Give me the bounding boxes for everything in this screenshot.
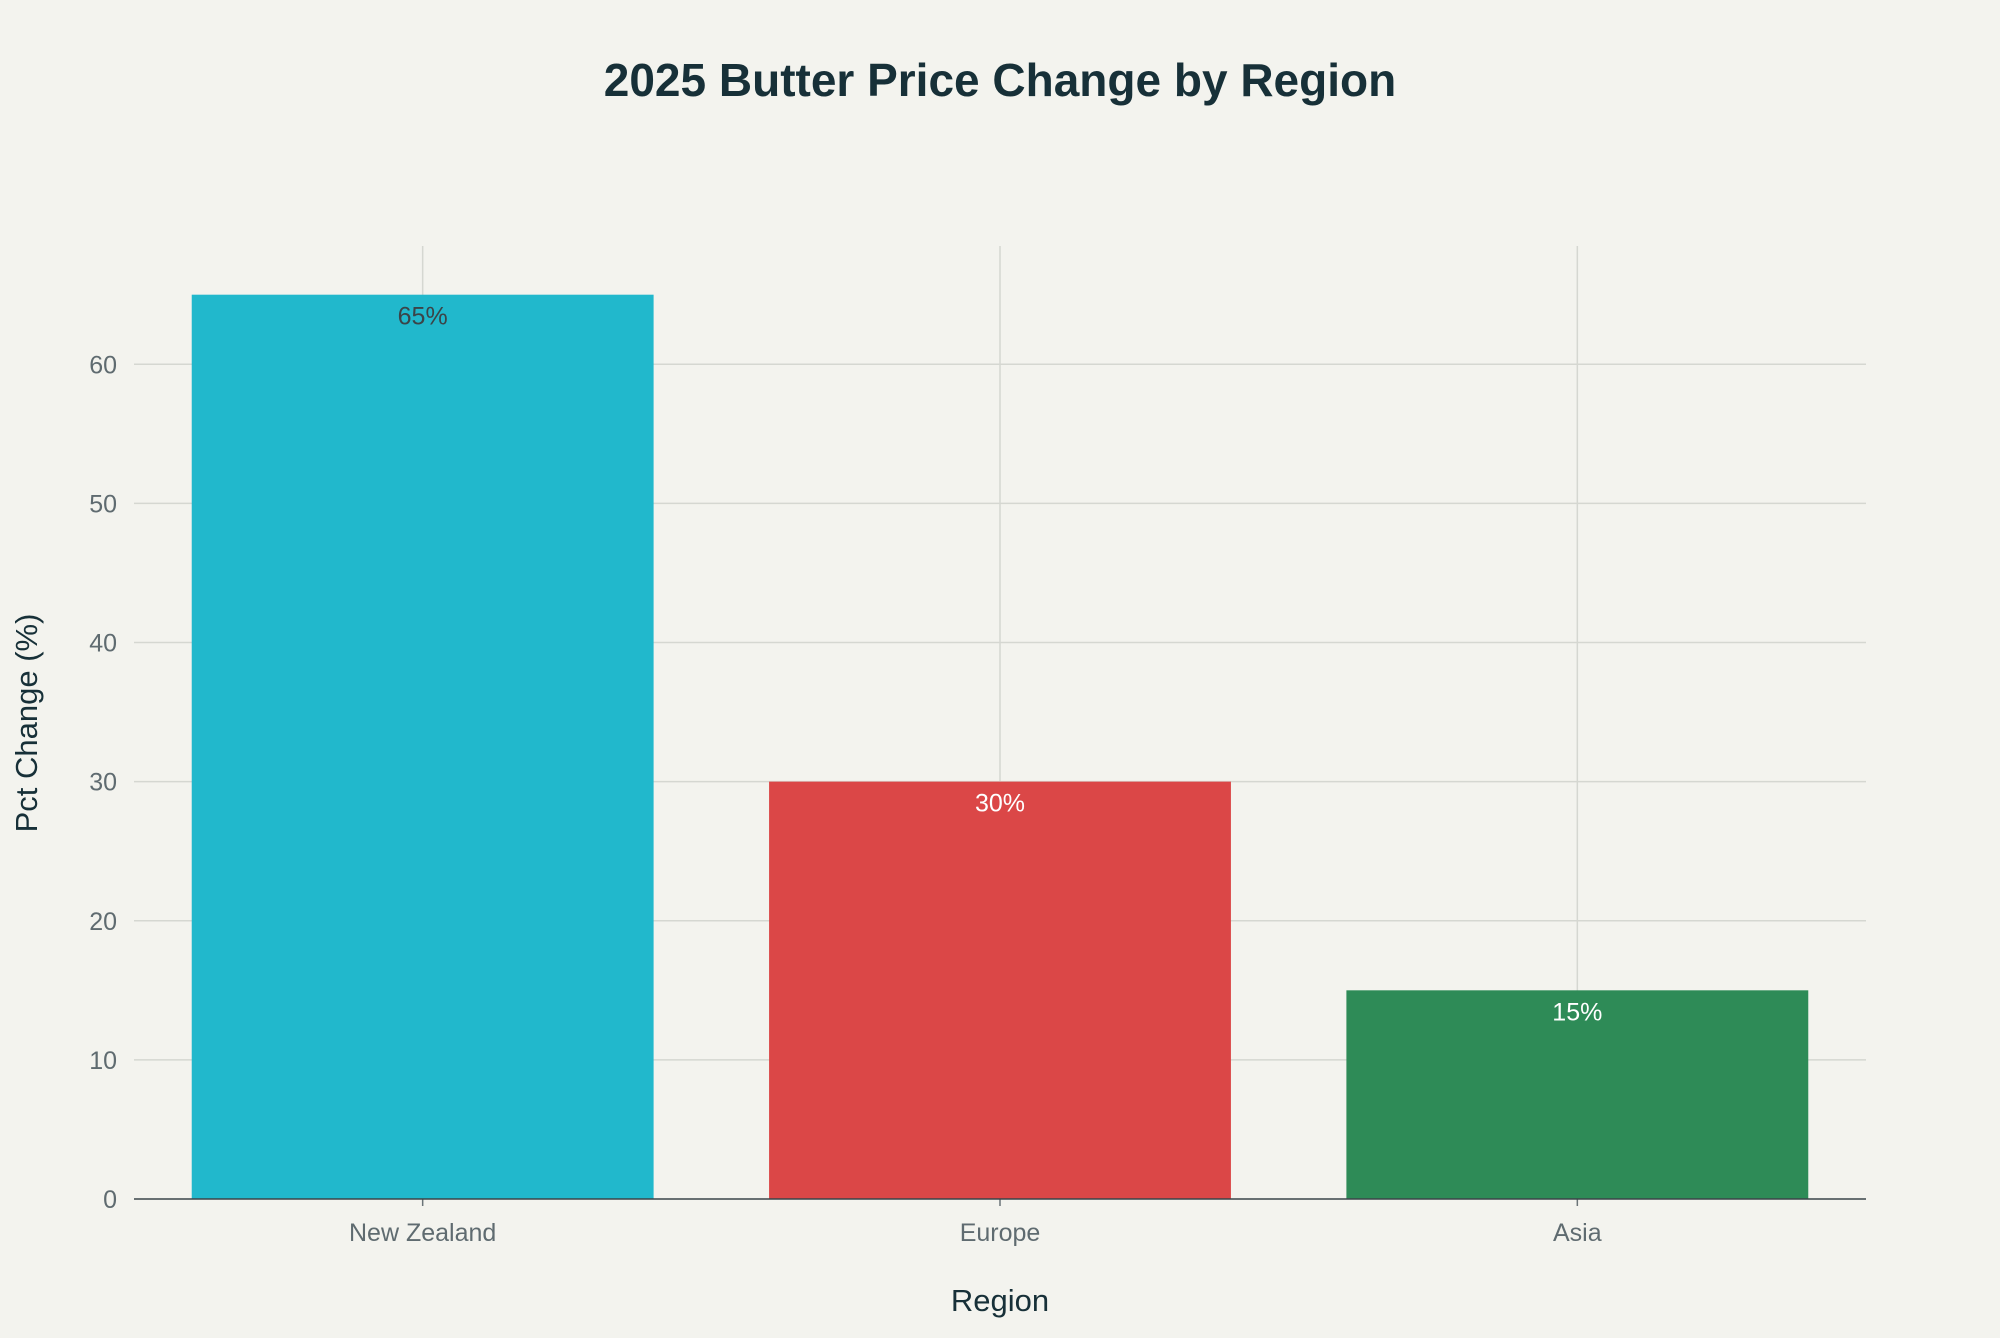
chart-title: 2025 Butter Price Change by Region (604, 54, 1396, 106)
y-tick-label: 0 (103, 1186, 117, 1214)
x-tick-label: New Zealand (349, 1219, 496, 1247)
y-axis-title: Pct Change (%) (9, 614, 44, 833)
bar-new-zealand (191, 294, 654, 1199)
x-axis-title: Region (951, 1283, 1049, 1318)
y-tick-label: 50 (89, 490, 117, 518)
y-tick-label: 60 (89, 351, 117, 379)
axis-layer: 0 10 20 30 40 50 60 New Zealand Europe Asia (89, 351, 1866, 1247)
x-tick-label: Asia (1553, 1219, 1602, 1247)
bars-layer (191, 294, 1809, 1199)
data-label: 65% (398, 303, 448, 331)
x-tick-label: Europe (960, 1219, 1041, 1247)
bar-asia (1346, 990, 1809, 1199)
y-tick-label: 10 (89, 1047, 117, 1075)
y-tick-label: 40 (89, 630, 117, 658)
bar-europe (769, 781, 1231, 1199)
data-label: 30% (975, 790, 1025, 818)
y-tick-label: 20 (89, 908, 117, 936)
labels-layer: 65% 30% 15% (398, 303, 1603, 1027)
y-tick-label: 30 (89, 769, 117, 797)
data-label: 15% (1552, 998, 1602, 1026)
